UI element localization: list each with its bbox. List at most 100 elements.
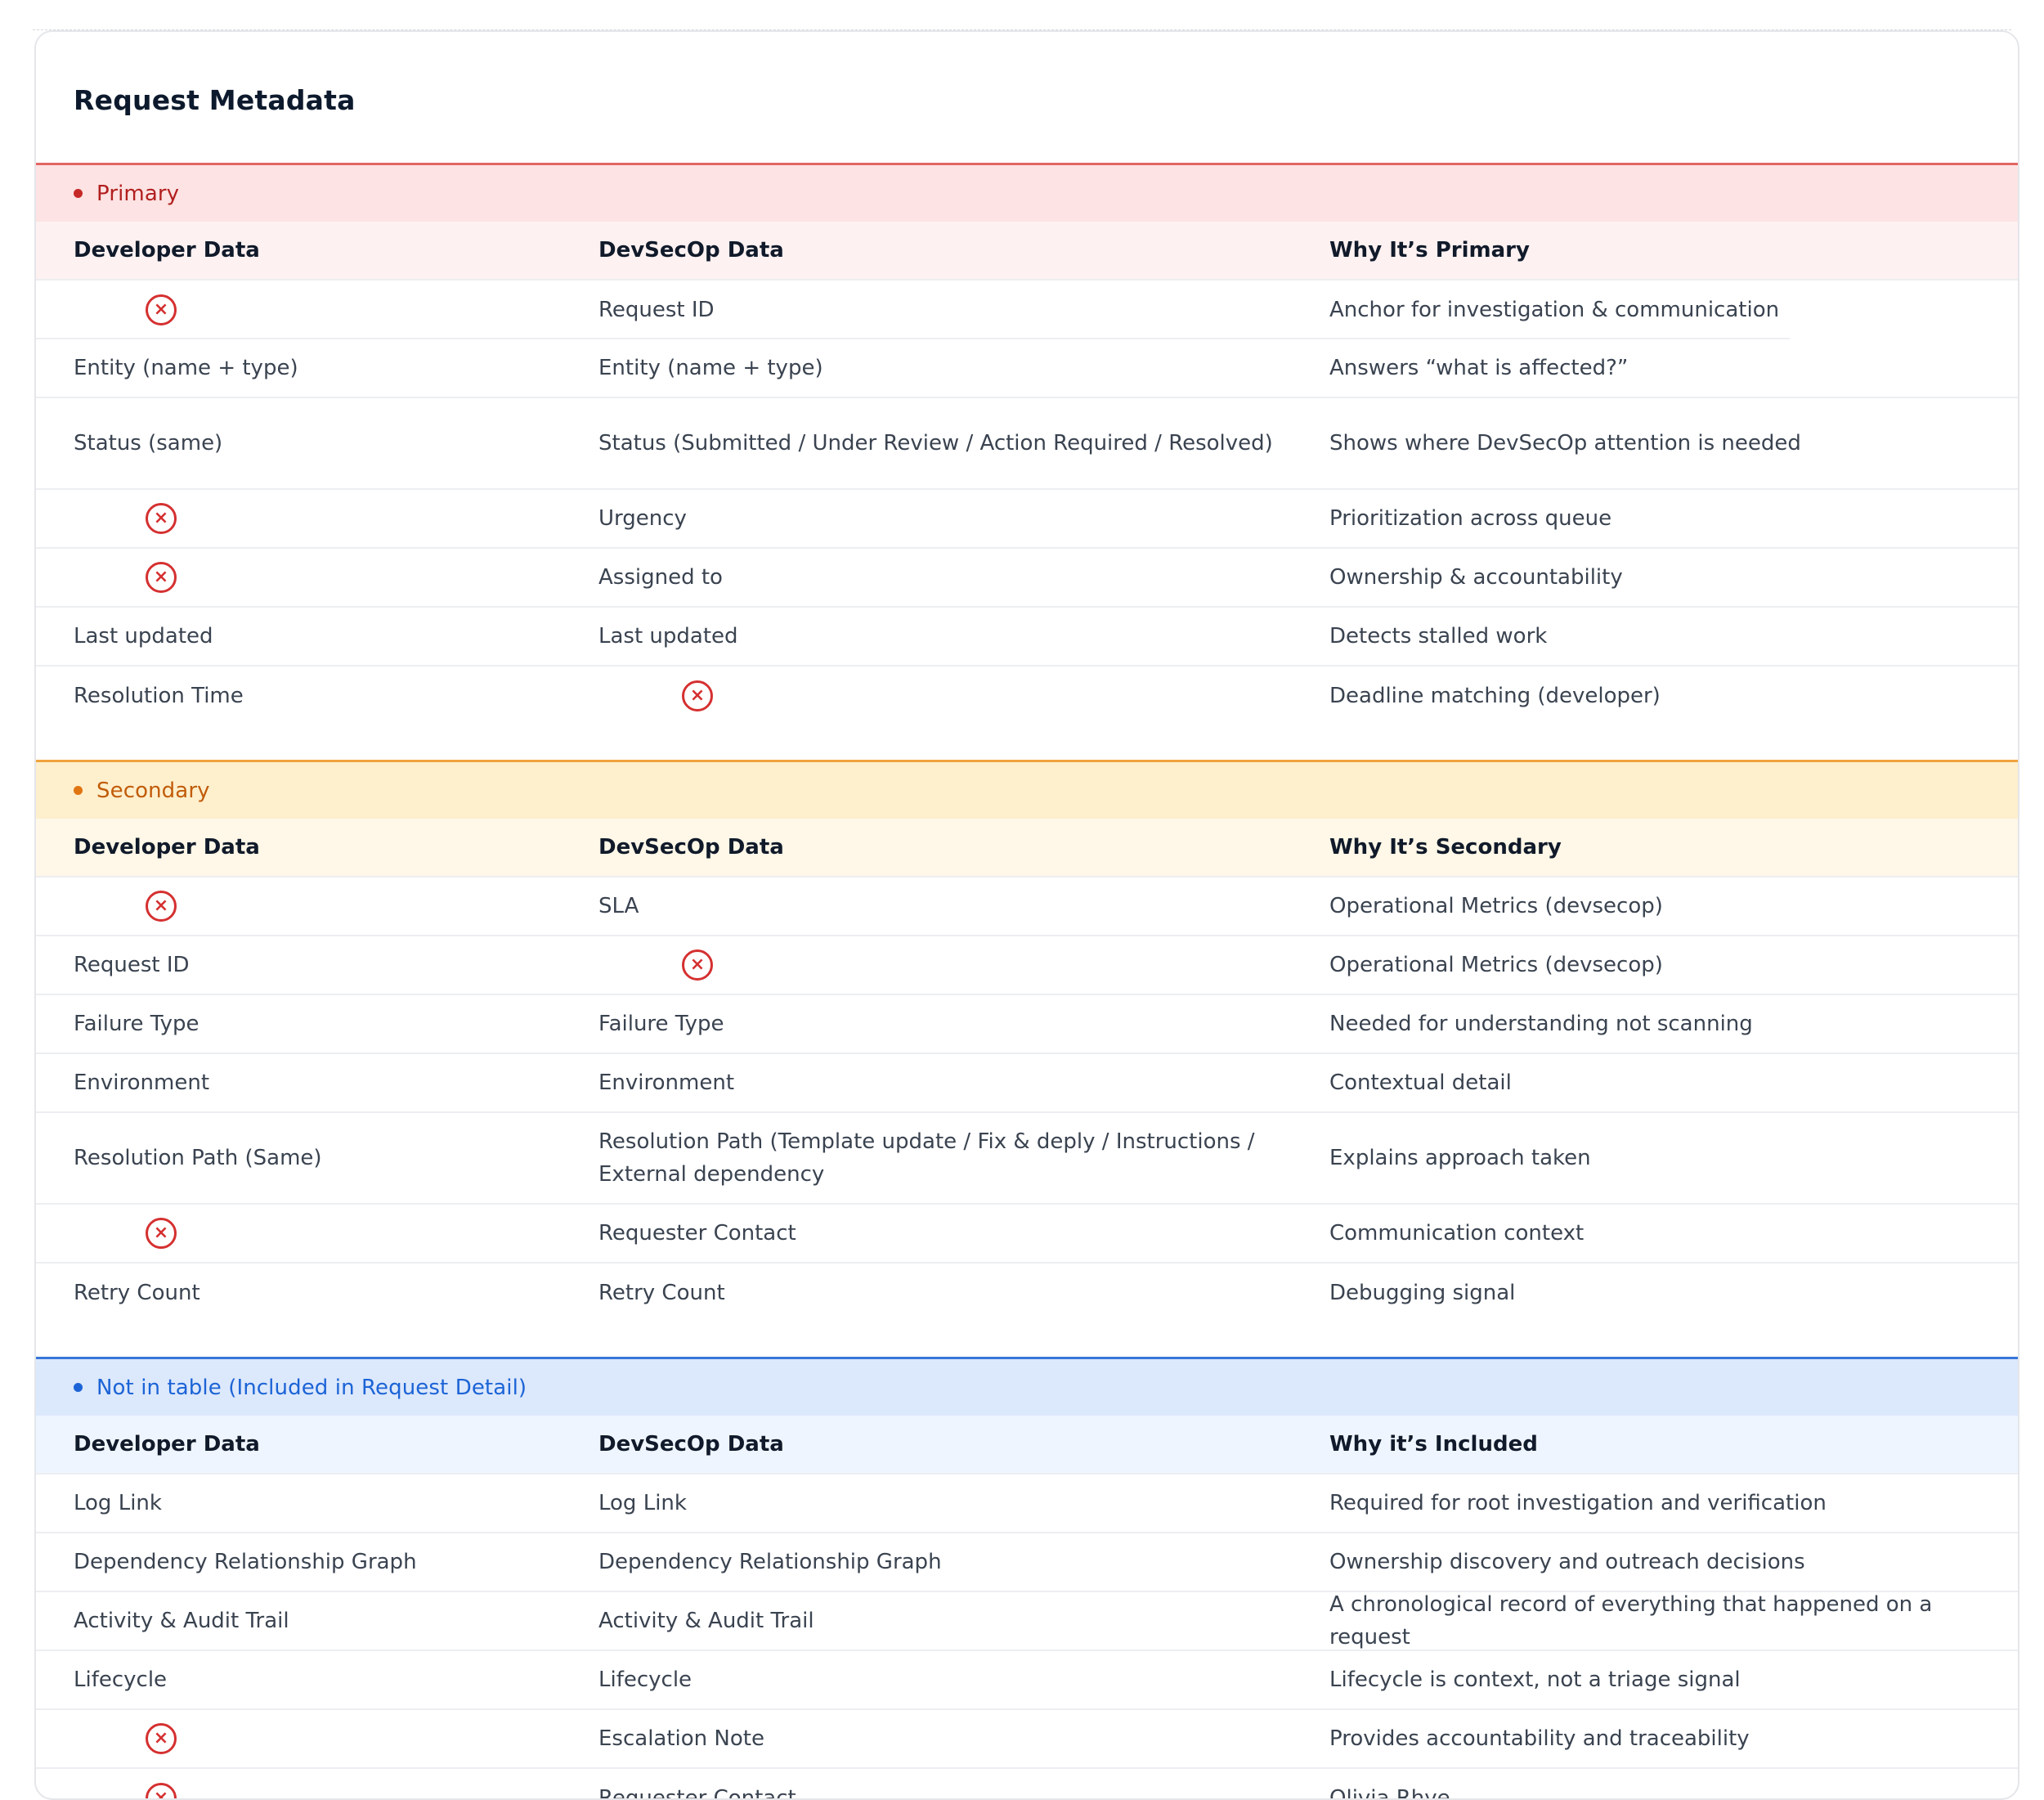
cell-text: Operational Metrics (devsecop) [1329, 953, 1663, 977]
cell-text: Failure Type [74, 1012, 199, 1036]
column-header: Why it’s Included [1329, 1432, 1538, 1457]
table-row: × Assigned to Ownership & accountability [36, 549, 2018, 608]
cell-text: Lifecycle [598, 1668, 693, 1692]
cell-text: Answers “what is affected?” [1329, 356, 1629, 380]
column-header: Why It’s Primary [1329, 238, 1530, 263]
cell-text: A chronological record of everything tha… [1329, 1592, 1933, 1650]
column-header: DevSecOp Data [598, 1432, 784, 1457]
devsecop-data-cell: Assigned to [598, 549, 1302, 606]
cell-text: Explains approach taken [1329, 1146, 1591, 1170]
devsecop-data-cell: Request ID [598, 281, 1302, 339]
table-row: × Urgency Prioritization across queue [36, 490, 2018, 549]
cell-text: Log Link [598, 1491, 687, 1515]
developer-data-cell: × [74, 1769, 556, 1798]
reason-cell: A chronological record of everything tha… [1329, 1592, 2008, 1650]
x-circle-icon: × [146, 1723, 177, 1754]
cell-text: Log Link [74, 1491, 162, 1515]
devsecop-data-cell: Activity & Audit Trail [598, 1592, 1302, 1650]
devsecop-data-cell: Environment [598, 1054, 1302, 1111]
cell-text: Detects stalled work [1329, 624, 1548, 649]
developer-data-cell: × [74, 878, 556, 935]
developer-data-cell: × [74, 549, 556, 606]
developer-data-cell: × [74, 1205, 556, 1262]
table-row: Environment Environment Contextual detail [36, 1054, 2018, 1113]
section-label: Primary [96, 181, 180, 206]
devsecop-data-cell: Requester Contact [598, 1205, 1302, 1262]
developer-data-cell: Resolution Time [74, 667, 556, 725]
cell-text: Ownership discovery and outreach decisio… [1329, 1550, 1805, 1574]
cell-text: Entity (name + type) [598, 356, 823, 380]
x-circle-icon: × [682, 949, 713, 981]
cell-text: Escalation Note [598, 1726, 764, 1751]
devsecop-data-cell: Log Link [598, 1475, 1302, 1532]
sections-container: Primary Developer Data DevSecOp Data Why It… [36, 163, 2018, 1798]
column-header-row: Developer Data DevSecOp Data Why It’s Seco… [36, 819, 2018, 878]
cell-text: Lifecycle is context, not a triage signa… [1329, 1668, 1741, 1692]
developer-data-cell: Log Link [74, 1475, 556, 1532]
column-header-row: Developer Data DevSecOp Data Why it’s Incl… [36, 1416, 2018, 1475]
table-row: Resolution Path (Same) Resolution Path (T… [36, 1113, 2018, 1205]
cell-text: Dependency Relationship Graph [598, 1550, 942, 1574]
top-dashed-divider [33, 29, 2011, 30]
reason-cell: Lifecycle is context, not a triage signa… [1329, 1651, 2008, 1708]
table-row: Status (same) Status (Submitted / Under R… [36, 398, 2018, 490]
reason-cell: Ownership discovery and outreach decisio… [1329, 1533, 2008, 1591]
reason-cell: Debugging signal [1329, 1264, 2008, 1322]
table-row: Request ID × Operational Metrics (devsecop… [36, 936, 2018, 995]
cell-text: SLA [598, 894, 639, 918]
reason-cell: Olivia Rhye [1329, 1769, 2008, 1798]
cell-text: Lifecycle [74, 1668, 168, 1692]
bullet-dot-icon [74, 189, 83, 198]
developer-data-cell: Lifecycle [74, 1651, 556, 1708]
cell-text: Shows where DevSecOp attention is needed [1329, 431, 1801, 456]
cell-text: Operational Metrics (devsecop) [1329, 894, 1663, 918]
reason-cell: Answers “what is affected?” [1329, 339, 2008, 397]
table-row: Log Link Log Link Required for root invest… [36, 1475, 2018, 1533]
table-row: × SLA Operational Metrics (devsecop) [36, 878, 2018, 936]
developer-data-cell: × [74, 490, 556, 547]
x-circle-icon: × [146, 294, 177, 325]
section-primary: Primary Developer Data DevSecOp Data Why It… [36, 163, 2018, 760]
reason-cell: Communication context [1329, 1205, 2008, 1262]
reason-cell: Shows where DevSecOp attention is needed [1329, 398, 2008, 488]
table-row: Resolution Time × Deadline matching (devel… [36, 667, 2018, 725]
cell-text: Prioritization across queue [1329, 506, 1612, 531]
cell-text: Deadline matching (developer) [1329, 684, 1661, 708]
cell-text: Last updated [598, 624, 738, 649]
cell-text: Retry Count [74, 1281, 200, 1305]
developer-data-cell: Resolution Path (Same) [74, 1113, 556, 1203]
reason-cell: Prioritization across queue [1329, 490, 2008, 547]
cell-text: Communication context [1329, 1221, 1585, 1246]
developer-data-cell: Environment [74, 1054, 556, 1111]
developer-data-cell: Activity & Audit Trail [74, 1592, 556, 1650]
table-row: Dependency Relationship Graph Dependency … [36, 1533, 2018, 1592]
card-title: Request Metadata [74, 84, 356, 116]
table-row: Entity (name + type) Entity (name + type)… [36, 339, 2018, 398]
developer-data-cell: Entity (name + type) [74, 339, 556, 397]
column-header: DevSecOp Data [598, 835, 784, 860]
cell-text: Activity & Audit Trail [598, 1609, 814, 1633]
cell-text: Requester Contact [598, 1221, 796, 1246]
cell-text: Anchor for investigation & communication [1329, 298, 1780, 322]
table-row: Lifecycle Lifecycle Lifecycle is context, … [36, 1651, 2018, 1710]
table-row: × Requester Contact Communication context [36, 1205, 2018, 1264]
x-circle-icon: × [146, 562, 177, 593]
devsecop-data-cell: Urgency [598, 490, 1302, 547]
reason-cell: Needed for understanding not scanning [1329, 995, 2008, 1053]
devsecop-data-cell: Lifecycle [598, 1651, 1302, 1708]
devsecop-data-cell: Status (Submitted / Under Review / Actio… [598, 398, 1302, 488]
table-row: × Escalation Note Provides accountability … [36, 1710, 2018, 1769]
cell-text: Status (Submitted / Under Review / Actio… [598, 431, 1273, 456]
table-row: × Request ID Anchor for investigation & co… [36, 281, 2018, 339]
cell-text: Failure Type [598, 1012, 724, 1036]
column-header: Why It’s Secondary [1329, 835, 1562, 860]
cell-text: Activity & Audit Trail [74, 1609, 289, 1633]
section-spacer [36, 1322, 2018, 1357]
developer-data-cell: Request ID [74, 936, 556, 994]
column-header: DevSecOp Data [598, 238, 784, 263]
x-circle-icon: × [146, 1783, 177, 1798]
bullet-dot-icon [74, 1383, 83, 1392]
x-circle-icon: × [146, 891, 177, 922]
cell-text: Resolution Path (Same) [74, 1146, 322, 1170]
cell-text: Resolution Path (Template update / Fix &… [598, 1129, 1255, 1187]
